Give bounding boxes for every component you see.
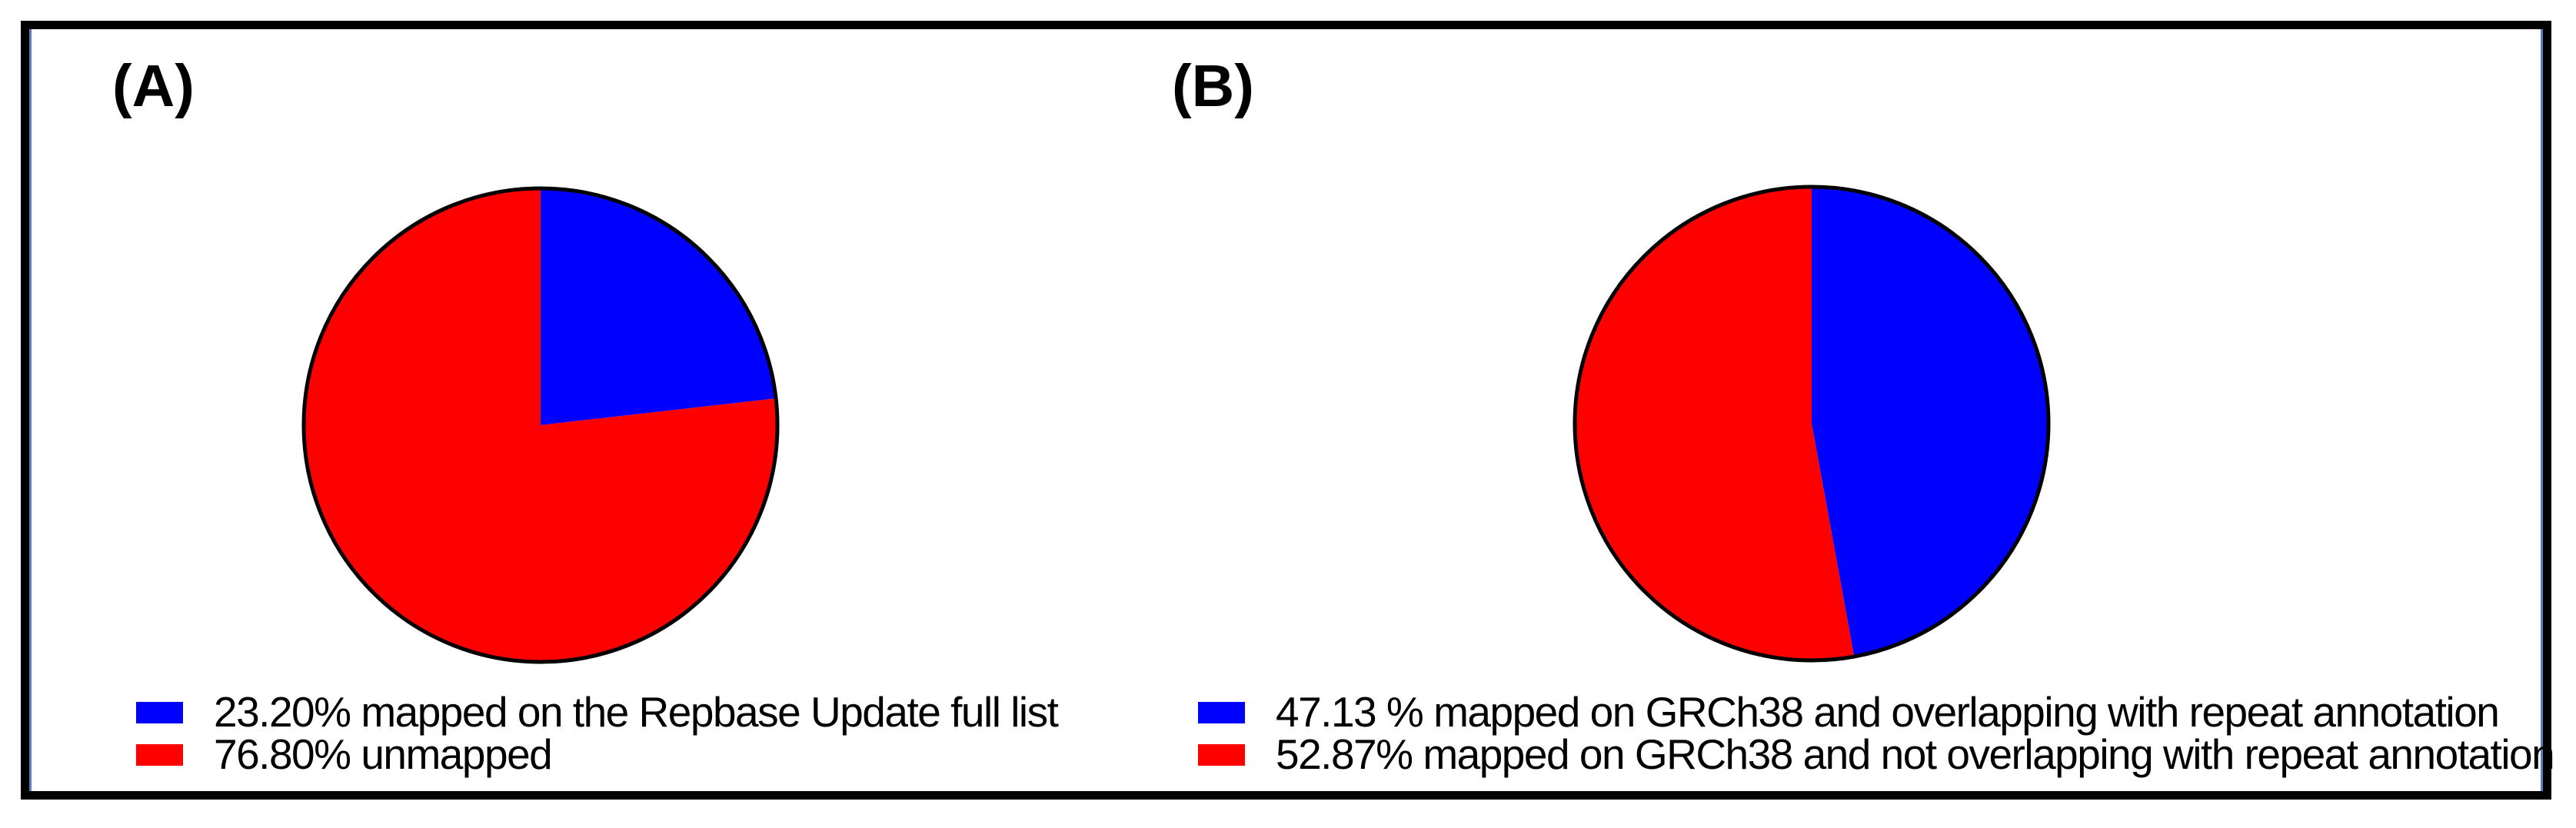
pie-outline — [301, 186, 780, 664]
pie-slice-red — [303, 188, 777, 662]
panel-label-a: (A) — [112, 53, 195, 119]
legend-a: 23.20% mapped on the Repbase Update full… — [136, 688, 1059, 776]
pie-slice-blue — [1812, 187, 2049, 657]
pie-slice-blue — [541, 188, 777, 425]
legend-label: 52.87% mapped on GRCh38 and not overlapp… — [1276, 730, 2555, 778]
pie-chart-a — [301, 186, 780, 664]
legend-label: 76.80% unmapped — [214, 730, 553, 778]
legend-color-swatch-red — [1198, 743, 1245, 766]
legend-item: 76.80% unmapped — [136, 733, 1057, 776]
pie-chart-b — [1573, 185, 2051, 663]
legend-color-swatch-red — [136, 743, 183, 766]
panel-label-b: (B) — [1172, 53, 1254, 119]
legend-b: 47.13 % mapped on GRCh38 and overlapping… — [1198, 691, 2555, 778]
legend-color-swatch-blue — [1198, 701, 1245, 723]
legend-item: 47.13 % mapped on GRCh38 and overlapping… — [1198, 691, 2554, 733]
legend-label: 47.13 % mapped on GRCh38 and overlapping… — [1276, 688, 2500, 736]
legend-item: 52.87% mapped on GRCh38 and not overlapp… — [1198, 730, 2555, 778]
pie-slice-red — [1575, 187, 1855, 660]
pie-outline — [1573, 185, 2051, 663]
legend-label: 23.20% mapped on the Repbase Update full… — [214, 688, 1059, 736]
legend-item: 23.20% mapped on the Repbase Update full… — [136, 688, 1059, 736]
legend-color-swatch-blue — [136, 701, 183, 723]
